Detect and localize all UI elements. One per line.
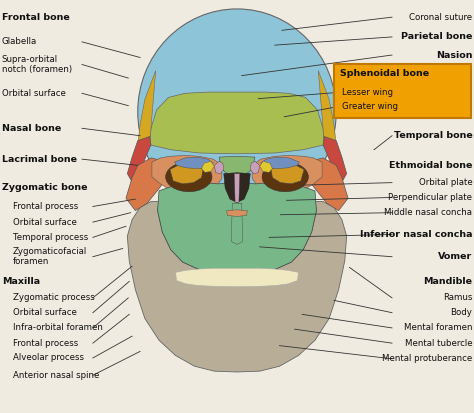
- Polygon shape: [126, 158, 171, 211]
- Text: Glabella: Glabella: [1, 37, 37, 46]
- Polygon shape: [231, 203, 243, 244]
- Text: Mental protuberance: Mental protuberance: [382, 354, 473, 363]
- Text: Temporal bone: Temporal bone: [393, 131, 473, 140]
- Polygon shape: [138, 71, 156, 149]
- Text: Sphenoidal bone: Sphenoidal bone: [339, 69, 428, 78]
- Text: Mandible: Mandible: [423, 277, 473, 286]
- Text: Frontal bone: Frontal bone: [1, 13, 69, 21]
- Text: Perpendicular plate: Perpendicular plate: [388, 193, 473, 202]
- Polygon shape: [260, 161, 273, 172]
- Polygon shape: [150, 92, 324, 154]
- Text: Frontal process: Frontal process: [12, 339, 78, 348]
- Polygon shape: [224, 173, 250, 202]
- Text: Inferior nasal concha: Inferior nasal concha: [360, 230, 473, 239]
- Text: Orbital surface: Orbital surface: [1, 89, 65, 98]
- Text: Coronal suture: Coronal suture: [409, 13, 473, 21]
- Text: Lesser wing: Lesser wing: [342, 88, 393, 97]
- Text: Supra-orbital
notch (foramen): Supra-orbital notch (foramen): [1, 55, 72, 74]
- Text: Frontal process: Frontal process: [12, 202, 78, 211]
- Text: Lacrimal bone: Lacrimal bone: [1, 154, 77, 164]
- Polygon shape: [318, 71, 336, 149]
- Text: Zygomatic bone: Zygomatic bone: [1, 183, 87, 192]
- FancyBboxPatch shape: [334, 64, 471, 118]
- Text: Mental tubercle: Mental tubercle: [405, 339, 473, 348]
- Polygon shape: [271, 164, 304, 184]
- Polygon shape: [174, 157, 213, 169]
- Polygon shape: [261, 157, 300, 169]
- Text: Ethmoidal bone: Ethmoidal bone: [389, 161, 473, 170]
- Text: Mental foramen: Mental foramen: [404, 323, 473, 332]
- Text: Temporal process: Temporal process: [12, 233, 88, 242]
- Polygon shape: [250, 161, 260, 173]
- Polygon shape: [157, 183, 317, 273]
- Polygon shape: [252, 155, 322, 194]
- Text: Nasion: Nasion: [436, 50, 473, 59]
- Text: Orbital surface: Orbital surface: [12, 218, 76, 227]
- Text: Zygomaticofacial
foramen: Zygomaticofacial foramen: [12, 247, 87, 266]
- Text: Ramus: Ramus: [443, 293, 473, 302]
- Text: Nasal bone: Nasal bone: [1, 124, 61, 133]
- Polygon shape: [128, 202, 346, 372]
- Polygon shape: [214, 161, 224, 173]
- Text: Parietal bone: Parietal bone: [401, 32, 473, 41]
- Polygon shape: [128, 137, 151, 188]
- Text: Body: Body: [450, 308, 473, 317]
- Polygon shape: [303, 158, 348, 211]
- Polygon shape: [201, 161, 214, 172]
- Polygon shape: [323, 137, 346, 188]
- Polygon shape: [219, 156, 255, 176]
- Text: Orbital plate: Orbital plate: [419, 178, 473, 187]
- Text: Orbital surface: Orbital surface: [12, 308, 76, 317]
- Polygon shape: [227, 210, 247, 216]
- Text: Anterior nasal spine: Anterior nasal spine: [12, 371, 99, 380]
- Text: Greater wing: Greater wing: [342, 102, 398, 111]
- Ellipse shape: [165, 162, 212, 192]
- Polygon shape: [175, 268, 299, 287]
- Polygon shape: [152, 155, 222, 194]
- Text: Infra-orbital foramen: Infra-orbital foramen: [12, 323, 102, 332]
- Text: Middle nasal concha: Middle nasal concha: [384, 208, 473, 217]
- Text: Maxilla: Maxilla: [1, 277, 40, 286]
- Polygon shape: [234, 173, 240, 202]
- Text: Vomer: Vomer: [438, 252, 473, 261]
- Text: Zygomatic process: Zygomatic process: [12, 293, 94, 302]
- Ellipse shape: [138, 9, 336, 215]
- Text: Alveolar process: Alveolar process: [12, 354, 83, 363]
- Ellipse shape: [262, 162, 309, 192]
- Polygon shape: [170, 164, 203, 184]
